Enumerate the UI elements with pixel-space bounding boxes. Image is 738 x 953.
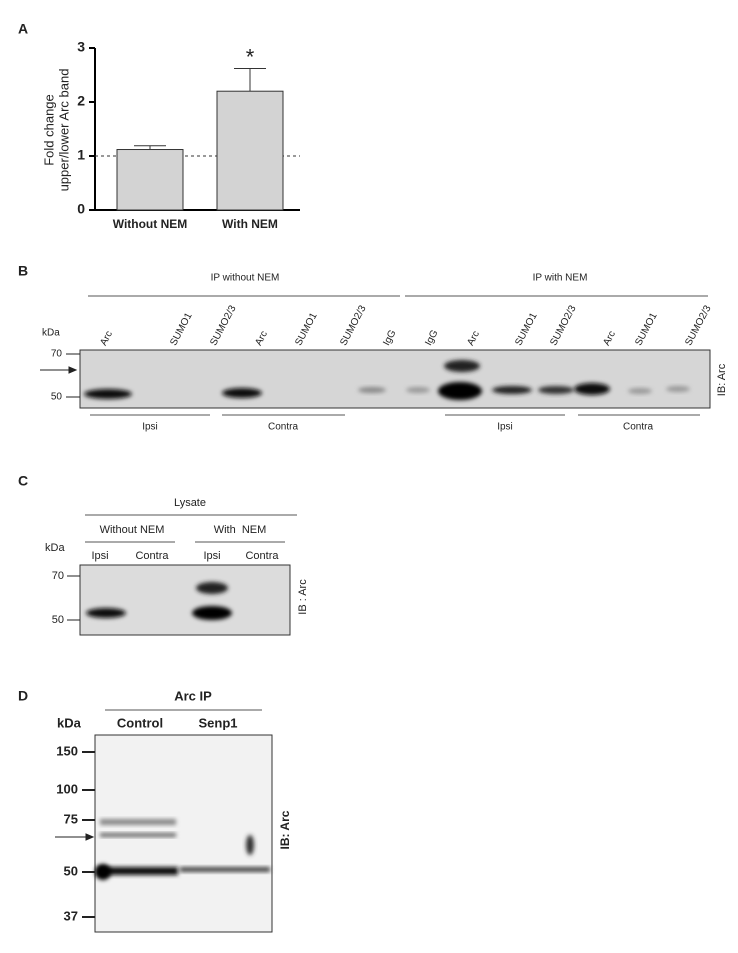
- lane-label: Arc: [98, 329, 115, 347]
- ib-label: IB : Arc: [297, 579, 309, 615]
- kda-label: kDa: [45, 542, 65, 554]
- lane-label: IgG: [423, 328, 440, 348]
- y-tick-label: 2: [77, 93, 85, 109]
- lane-label: Contra: [135, 550, 169, 562]
- arrows: [40, 366, 95, 841]
- group-label: Without NEM: [100, 524, 165, 536]
- lane-label: SUMO1: [633, 311, 660, 348]
- marker-label: 100: [56, 781, 78, 796]
- error-bar: [234, 68, 266, 92]
- lane-label: SUMO2/3: [683, 303, 714, 347]
- lane-label: SUMO2/3: [208, 303, 239, 347]
- lane-label: Senp1: [198, 715, 237, 730]
- panel-label: A: [18, 21, 28, 37]
- title: Lysate: [174, 497, 206, 509]
- marker-label: 70: [52, 570, 64, 582]
- tissue-label: Ipsi: [142, 422, 158, 433]
- lane-label: SUMO2/3: [548, 303, 579, 347]
- marker-label: 37: [64, 908, 78, 923]
- blot-d: [94, 734, 273, 933]
- panel-label: C: [18, 473, 28, 489]
- bar: [116, 149, 184, 211]
- title: Arc IP: [174, 688, 212, 703]
- y-tick-label: 0: [77, 201, 85, 217]
- annotation: *: [246, 44, 255, 69]
- lane-label: SUMO2/3: [338, 303, 369, 347]
- lane-label: Arc: [465, 329, 482, 347]
- marker-label: 50: [52, 614, 64, 626]
- marker-label: 50: [51, 392, 63, 403]
- x-tick-label: With NEM: [222, 217, 278, 231]
- marker-label: 50: [64, 863, 78, 878]
- marker-label: 150: [56, 743, 78, 758]
- lane-label: Ipsi: [91, 550, 108, 562]
- group-label: IP without NEM: [211, 273, 280, 284]
- y-tick-label: 3: [77, 39, 85, 55]
- lane-label: SUMO1: [513, 311, 540, 348]
- panel-label: D: [18, 688, 28, 704]
- lane-label: Contra: [245, 550, 279, 562]
- blot-b: [79, 349, 711, 409]
- y-tick-label: 1: [77, 147, 85, 163]
- tissue-label: Contra: [623, 422, 653, 433]
- lane-label: Arc: [253, 329, 270, 347]
- x-tick-label: Without NEM: [113, 217, 188, 231]
- lane-label: SUMO1: [293, 311, 320, 348]
- kda-label: kDa: [57, 715, 82, 730]
- error-bar: [134, 145, 166, 150]
- tissue-label: Contra: [268, 422, 298, 433]
- lane-label: Ipsi: [203, 550, 220, 562]
- bar: [216, 90, 284, 211]
- lane-label: Arc: [601, 329, 618, 347]
- blot-c: [79, 564, 291, 636]
- marker-label: 75: [64, 811, 78, 826]
- panel-label: B: [18, 263, 28, 279]
- y-axis-label: upper/lower Arc band: [56, 69, 71, 192]
- lane-label: Control: [117, 715, 163, 730]
- tissue-label: Ipsi: [497, 422, 513, 433]
- panel-lines: [85, 295, 708, 711]
- group-label: IP with NEM: [533, 273, 588, 284]
- ib-label: IB: Arc: [716, 363, 728, 396]
- lane-label: IgG: [381, 328, 398, 348]
- kda-label: kDa: [42, 328, 60, 339]
- lane-label: SUMO1: [168, 311, 195, 348]
- y-axis-label: Fold change: [41, 94, 56, 166]
- marker-label: 70: [51, 349, 63, 360]
- ib-label: IB: Arc: [278, 810, 292, 849]
- group-label: With NEM: [214, 524, 267, 536]
